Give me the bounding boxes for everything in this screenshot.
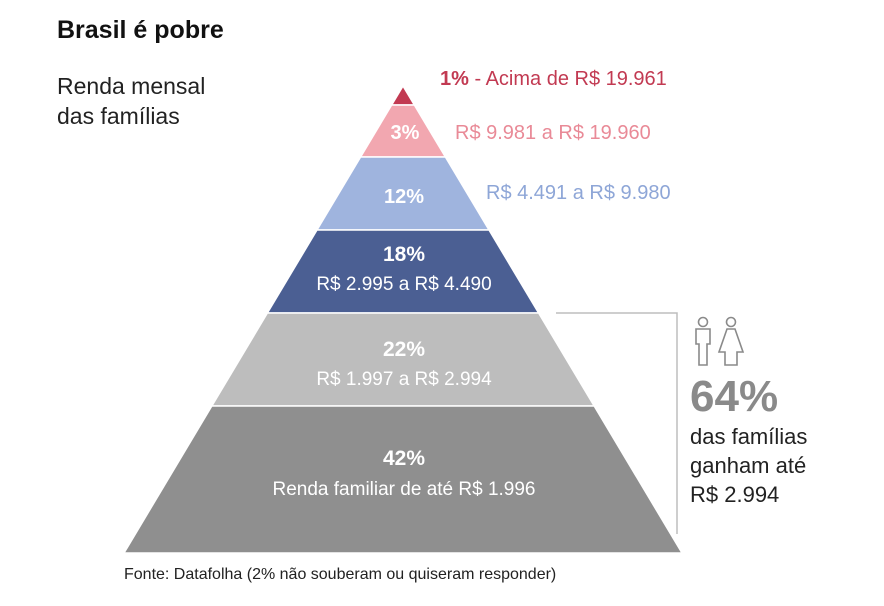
- subtitle-line-1: Renda mensal: [57, 73, 206, 99]
- callout-line-2: ganham até: [690, 453, 806, 478]
- tier-1-pct: 1%: [440, 68, 469, 90]
- callout-line-3: R$ 2.994: [690, 482, 779, 507]
- source-note: Fonte: Datafolha (2% não souberam ou qui…: [124, 566, 557, 583]
- callout-bracket: [556, 312, 678, 534]
- tier-4-pct: 18%: [383, 243, 425, 266]
- chart-title: Brasil é pobre: [57, 16, 224, 44]
- tier-5-range: R$ 1.997 a R$ 2.994: [316, 369, 492, 390]
- subtitle-line-2: das famílias: [57, 103, 180, 129]
- tier-1-range: - Acima de R$ 19.961: [469, 68, 667, 90]
- chart-subtitle: Renda mensal das famílias: [57, 71, 205, 131]
- tier-2-range: R$ 9.981 a R$ 19.960: [455, 122, 651, 144]
- tier-6-pct: 42%: [383, 447, 425, 470]
- man-icon-body: [695, 328, 711, 366]
- woman-icon-head: [725, 316, 737, 328]
- tier-6-range: Renda familiar de até R$ 1.996: [273, 479, 536, 500]
- tier-3-range: R$ 4.491 a R$ 9.980: [486, 182, 671, 204]
- tier-6: [122, 405, 684, 554]
- tier-5-pct: 22%: [383, 338, 425, 361]
- tier-1-label: 1% - Acima de R$ 19.961: [440, 68, 667, 90]
- man-icon-head: [697, 316, 709, 328]
- callout-value: 64%: [690, 372, 778, 421]
- callout-line-1: das famílias: [690, 424, 807, 449]
- tier-1: [390, 84, 416, 106]
- woman-icon-body: [717, 328, 745, 366]
- tier-4-range: R$ 2.995 a R$ 4.490: [316, 274, 491, 295]
- tier-3-pct: 12%: [384, 186, 424, 208]
- tier-2-pct: 3%: [391, 122, 420, 144]
